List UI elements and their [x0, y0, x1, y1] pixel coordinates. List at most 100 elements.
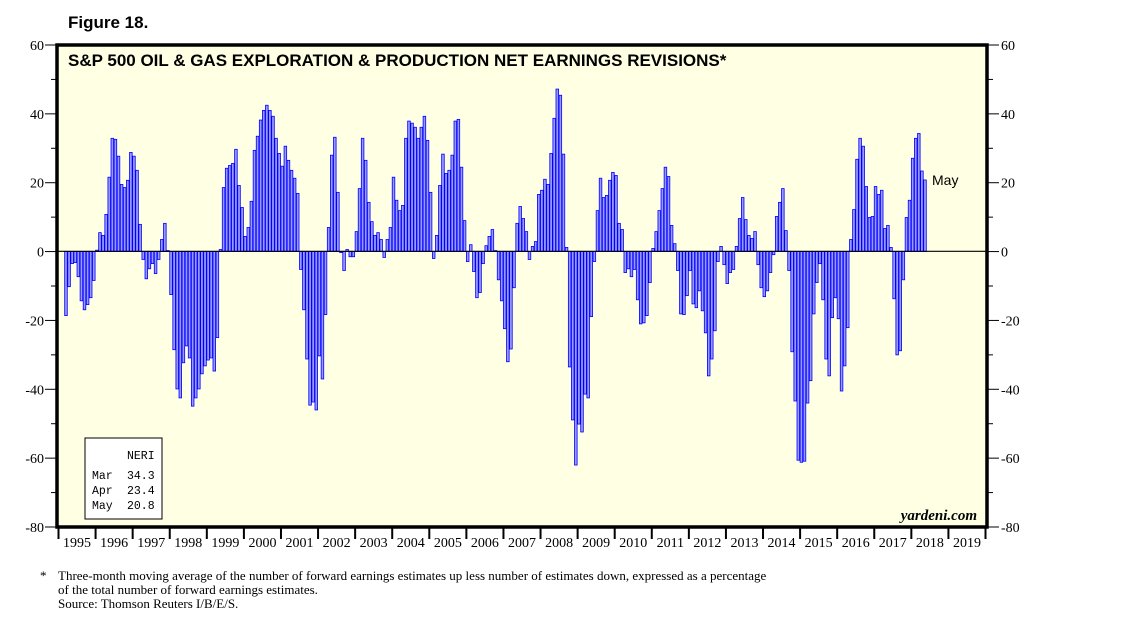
y-tick-label-left: 20 [30, 177, 44, 192]
bar [129, 152, 133, 252]
bar [141, 251, 145, 260]
bar [700, 251, 705, 312]
footnote-star: * [40, 568, 47, 583]
bar [336, 191, 340, 252]
bar [540, 189, 544, 252]
bar [883, 228, 887, 252]
bar [713, 251, 717, 332]
bar [898, 251, 902, 352]
bar [870, 216, 875, 252]
bar [231, 163, 235, 252]
bar [601, 197, 606, 252]
bar [509, 251, 513, 350]
bar [728, 251, 733, 273]
bar [401, 205, 405, 252]
bar [762, 251, 767, 298]
bar [425, 139, 430, 252]
bar [385, 239, 390, 252]
bar [571, 251, 575, 421]
bar [382, 251, 386, 258]
bar [521, 218, 525, 252]
bar [808, 251, 813, 382]
bar [104, 213, 108, 252]
legend-month: May [92, 500, 113, 513]
bar [308, 251, 312, 406]
bar [194, 251, 198, 399]
bar [533, 241, 538, 252]
bar [360, 137, 365, 252]
bar [623, 251, 627, 273]
bar [330, 154, 334, 252]
bar [119, 184, 124, 252]
bar [861, 145, 865, 252]
bar [277, 153, 281, 252]
bar [475, 251, 479, 299]
bar [224, 167, 229, 252]
bar [561, 153, 566, 252]
bar [558, 94, 563, 252]
bar [580, 251, 584, 433]
bar [595, 210, 600, 252]
x-tick-label: 2003 [360, 536, 388, 551]
bar [620, 229, 624, 252]
y-tick-label-left: 60 [30, 39, 44, 54]
bar [144, 251, 149, 280]
x-tick-label: 2007 [508, 536, 536, 551]
bar [101, 234, 105, 252]
bar [830, 251, 834, 319]
bar [589, 251, 593, 318]
bar [255, 135, 260, 252]
plot-frame [55, 43, 989, 529]
bar [462, 220, 467, 252]
x-tick-label: 2014 [768, 536, 796, 551]
bar [586, 251, 590, 399]
bar [839, 251, 844, 392]
x-tick-label: 2012 [693, 536, 721, 551]
bar [774, 216, 779, 252]
bar [867, 217, 872, 252]
x-tick-label: 2000 [248, 536, 276, 551]
bar [376, 232, 380, 252]
bar [567, 251, 572, 368]
bar [397, 210, 402, 252]
bar [543, 178, 547, 252]
x-tick-label: 2009 [582, 536, 610, 551]
bar [577, 251, 581, 425]
bar [657, 210, 661, 252]
bar [67, 251, 71, 288]
bar [917, 133, 921, 252]
bar [629, 251, 634, 278]
bar [737, 218, 742, 252]
bar [836, 251, 841, 320]
bar [413, 126, 417, 252]
bar [169, 251, 173, 296]
bar [654, 231, 658, 252]
bar [923, 179, 927, 252]
bar [187, 251, 192, 359]
bar [113, 138, 118, 252]
bar [873, 186, 878, 252]
x-tick-label: 2004 [397, 536, 425, 551]
bar [243, 236, 247, 252]
bar [438, 185, 442, 252]
bar [821, 251, 825, 301]
bar [703, 251, 708, 334]
bar [487, 236, 492, 252]
bar [228, 165, 232, 252]
bar [886, 225, 890, 252]
bar [605, 195, 609, 252]
x-tick-label: 2016 [842, 536, 870, 551]
x-tick-label: 2005 [434, 536, 462, 551]
bar [92, 251, 96, 281]
bar [666, 176, 671, 252]
y-tick-label-right: 20 [1001, 177, 1015, 192]
bar [518, 206, 522, 252]
bar [694, 251, 699, 309]
bar [354, 231, 359, 252]
bar [370, 221, 374, 252]
bar [660, 188, 665, 252]
bar [221, 187, 226, 252]
bar [364, 159, 368, 252]
bar [320, 251, 325, 380]
bar [419, 126, 424, 252]
